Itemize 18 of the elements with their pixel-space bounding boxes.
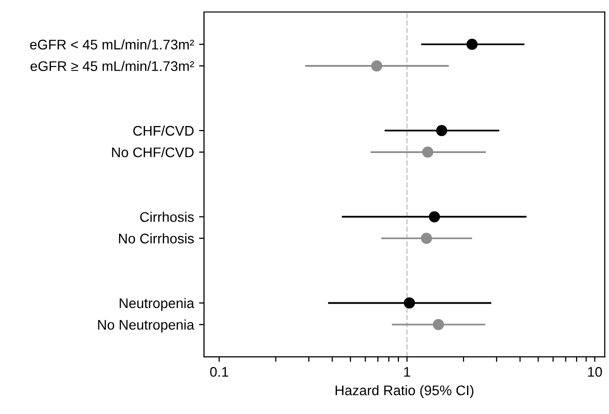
x-axis-title: Hazard Ratio (95% CI) [336,385,474,398]
point [404,297,415,309]
y-tick-label: No Neutropenia [98,320,194,332]
y-tick-label: Neutropenia [120,298,194,311]
x-tick-label: 0.1 [210,366,228,377]
point [428,211,440,222]
point [436,124,448,136]
point [422,146,434,158]
x-tick-label: 1 [404,367,410,377]
y-tick-label: No Cirrhosis [119,233,194,244]
y-tick-label: Cirrhosis [140,212,194,222]
y-tick-label: No CHF/CVD [112,147,194,158]
point [432,318,444,330]
point [420,232,432,244]
x-tick-label: 10 [588,366,602,377]
y-tick-label: eGFR < 45 mL/min/1.73m² [30,39,194,50]
y-tick-label: eGFR ≥ 45 mL/min/1.73m² [30,60,194,72]
y-tick-label: CHF/CVD [133,126,194,136]
